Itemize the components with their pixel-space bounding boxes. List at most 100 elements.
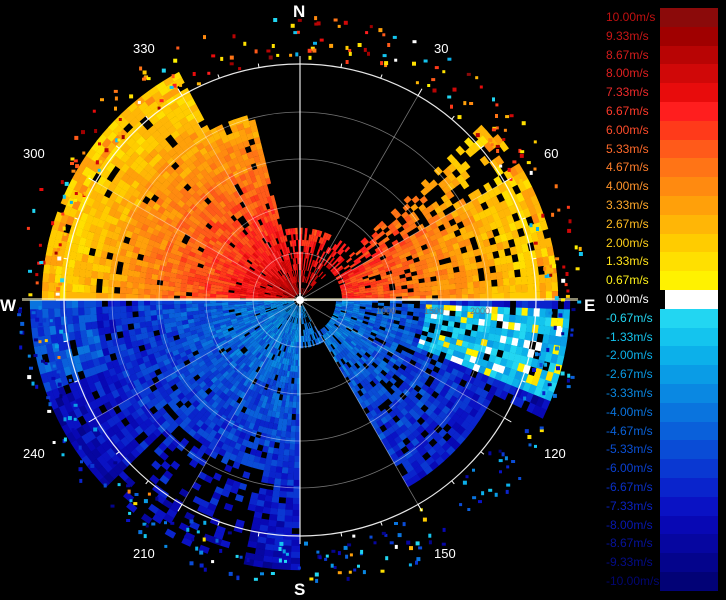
velocity-cell (215, 353, 223, 361)
echo-speckle (472, 468, 475, 472)
velocity-cell (433, 265, 442, 272)
velocity-cell (295, 407, 300, 415)
velocity-cell (180, 287, 187, 292)
velocity-cell (237, 318, 244, 323)
velocity-cell (497, 306, 505, 315)
velocity-cell (342, 356, 349, 364)
velocity-cell (124, 432, 135, 443)
velocity-cell (99, 476, 111, 488)
echo-speckle (562, 265, 566, 269)
velocity-cell (300, 305, 302, 313)
velocity-cell (65, 299, 73, 309)
velocity-cell (219, 359, 227, 366)
velocity-cell (284, 320, 289, 327)
velocity-cell (360, 237, 368, 244)
velocity-cell (311, 273, 316, 280)
velocity-cell (175, 368, 183, 377)
velocity-cell (249, 369, 256, 377)
velocity-cell (295, 323, 298, 330)
velocity-cell (224, 355, 232, 362)
velocity-cell (249, 355, 256, 362)
echo-speckle (246, 558, 250, 562)
velocity-cell (352, 266, 359, 272)
velocity-cell (387, 360, 395, 368)
velocity-cell (351, 283, 359, 287)
velocity-cell (235, 366, 243, 374)
velocity-cell (295, 305, 298, 312)
velocity-cell (296, 311, 299, 318)
velocity-cell (288, 407, 293, 414)
velocity-cell (174, 416, 184, 426)
velocity-cell (302, 305, 305, 312)
velocity-cell (294, 305, 298, 311)
velocity-cell (274, 435, 281, 443)
velocity-cell (233, 324, 240, 330)
velocity-cell (271, 429, 278, 437)
velocity-cell (456, 174, 466, 184)
velocity-cell (55, 396, 65, 408)
velocity-cell (374, 399, 382, 407)
radar-velocity-display[interactable] (0, 0, 600, 600)
velocity-cell (294, 323, 297, 330)
echo-speckle (39, 188, 44, 191)
velocity-cell (389, 293, 397, 297)
velocity-cell (287, 308, 292, 314)
velocity-cell (294, 461, 300, 469)
velocity-cell (276, 329, 281, 336)
velocity-cell (247, 503, 257, 512)
velocity-cell (286, 340, 290, 347)
velocity-cell (366, 270, 374, 276)
velocity-cell (246, 374, 253, 382)
velocity-cell (268, 365, 273, 373)
velocity-cell (360, 387, 368, 395)
velocity-cell (352, 370, 360, 378)
velocity-cell (258, 487, 267, 496)
velocity-cell (253, 436, 261, 445)
velocity-cell (290, 316, 294, 323)
velocity-cell (378, 269, 386, 275)
velocity-cell (404, 214, 412, 223)
velocity-cell (353, 301, 361, 305)
velocity-cell (425, 286, 432, 292)
velocity-cell (257, 367, 264, 375)
velocity-cell (447, 418, 457, 428)
velocity-cell (194, 384, 202, 393)
velocity-cell (233, 380, 240, 388)
velocity-cell (335, 330, 342, 337)
velocity-cell (521, 307, 529, 317)
velocity-cell (341, 304, 348, 307)
velocity-cell (278, 307, 285, 312)
velocity-cell (556, 354, 565, 366)
velocity-cell (300, 312, 302, 319)
velocity-cell (440, 363, 449, 372)
velocity-cell (364, 360, 372, 367)
velocity-cell (288, 309, 293, 315)
velocity-cell (276, 375, 282, 382)
velocity-cell (201, 384, 210, 392)
velocity-cell (187, 366, 196, 374)
velocity-cell (451, 431, 461, 441)
velocity-cell (359, 380, 367, 388)
velocity-cell (236, 450, 245, 459)
velocity-cell (295, 335, 298, 343)
velocity-cell (485, 198, 495, 209)
velocity-cell (301, 341, 304, 349)
velocity-cell (277, 330, 282, 337)
velocity-cell (467, 399, 477, 409)
velocity-cell (274, 328, 279, 335)
velocity-cell (485, 300, 493, 307)
velocity-cell (391, 354, 399, 361)
velocity-cell (533, 283, 541, 292)
velocity-cell (390, 249, 398, 256)
velocity-cell (247, 454, 256, 462)
velocity-cell (290, 431, 296, 439)
velocity-cell (353, 377, 361, 385)
velocity-cell (308, 259, 312, 266)
velocity-cell (306, 329, 309, 336)
velocity-cell (275, 430, 282, 437)
velocity-cell (409, 222, 418, 231)
velocity-cell (461, 311, 468, 318)
velocity-cell (519, 199, 529, 211)
velocity-cell (356, 277, 363, 282)
velocity-cell (209, 450, 219, 460)
